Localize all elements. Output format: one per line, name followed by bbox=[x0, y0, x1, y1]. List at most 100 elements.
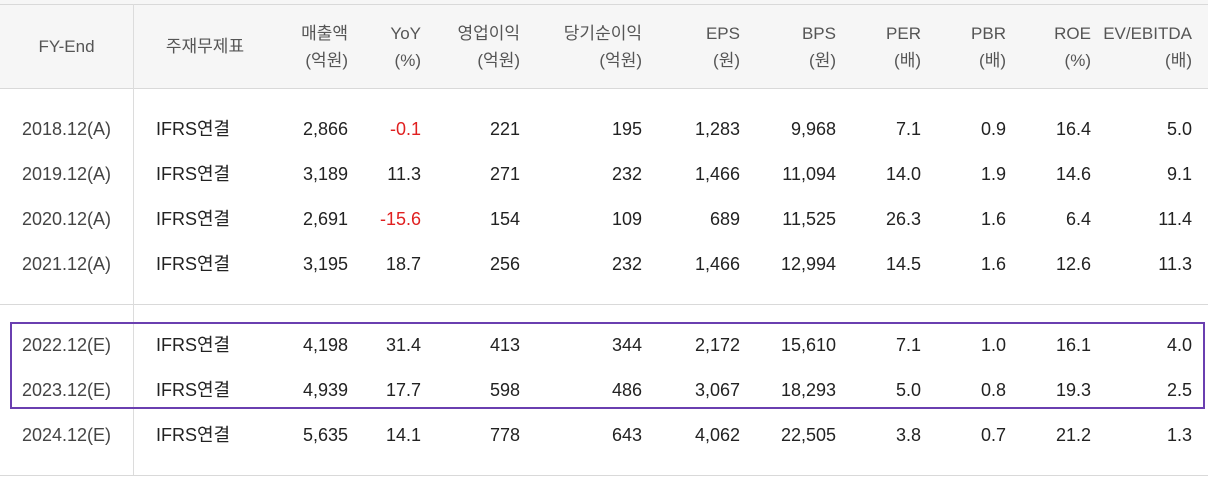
header-col-label: PER bbox=[886, 24, 921, 43]
row-value-9: 4.0 bbox=[1166, 335, 1192, 355]
row-value-8: 14.6 bbox=[1055, 164, 1091, 184]
header-col-unit: (%) bbox=[394, 51, 421, 70]
row-value-9: 9.1 bbox=[1166, 164, 1192, 184]
header-col-unit: (억원) bbox=[599, 51, 642, 70]
row-value-1: 14.1 bbox=[385, 425, 421, 445]
row-value-2: 598 bbox=[489, 380, 520, 400]
header-fy-end: FY-End bbox=[38, 37, 95, 56]
row-value-5: 22,505 bbox=[780, 425, 836, 445]
row-fy-end: 2023.12(E) bbox=[21, 380, 112, 400]
row-value-3: 344 bbox=[611, 335, 642, 355]
row-value-5: 9,968 bbox=[790, 119, 836, 139]
row-value-7: 1.6 bbox=[980, 254, 1006, 274]
row-value-5: 11,094 bbox=[782, 164, 836, 184]
row-fy-end: 2020.12(A) bbox=[21, 209, 112, 229]
header-col-9: EV/EBITDA (배) bbox=[1062, 20, 1192, 74]
row-value-3: 486 bbox=[611, 380, 642, 400]
header-col-6: PER (배) bbox=[791, 20, 921, 74]
row-value-1: -0.1 bbox=[389, 119, 421, 139]
header-col-unit: (원) bbox=[713, 51, 740, 70]
row-value-7: 1.9 bbox=[980, 164, 1006, 184]
row-value-4: 1,466 bbox=[694, 164, 740, 184]
row-value-4: 689 bbox=[709, 209, 740, 229]
row-value-8: 12.6 bbox=[1055, 254, 1091, 274]
row-value-5: 18,293 bbox=[780, 380, 836, 400]
row-value-6: 3.8 bbox=[895, 425, 921, 445]
header-col-2: 영업이익 (억원) bbox=[390, 20, 520, 74]
row-value-4: 1,283 bbox=[694, 119, 740, 139]
row-value-1: 11.3 bbox=[387, 164, 421, 184]
row-value-8: 16.4 bbox=[1055, 119, 1091, 139]
row-value-6: 7.1 bbox=[895, 119, 921, 139]
row-value-2: 221 bbox=[489, 119, 520, 139]
row-value-6: 7.1 bbox=[895, 335, 921, 355]
row-fy-end: 2018.12(A) bbox=[21, 119, 112, 139]
row-report-type: IFRS연결 bbox=[156, 164, 231, 184]
table-row: 2023.12(E) IFRS연결 4,939 17.7 598 486 3,067 18,2… bbox=[0, 368, 1208, 413]
header-col-unit: (배) bbox=[894, 51, 921, 70]
header-col-4: EPS (원) bbox=[610, 20, 740, 74]
row-report-type: IFRS연결 bbox=[156, 380, 231, 400]
row-value-3: 232 bbox=[611, 254, 642, 274]
table-row: 2019.12(A) IFRS연결 3,189 11.3 271 232 1,466 11,0… bbox=[0, 152, 1208, 197]
column-divider bbox=[133, 88, 134, 475]
row-value-9: 11.4 bbox=[1158, 209, 1192, 229]
row-value-7: 1.0 bbox=[980, 335, 1006, 355]
header-col-label: 당기순이익 bbox=[563, 24, 642, 43]
row-value-8: 16.1 bbox=[1055, 335, 1091, 355]
row-value-1: 17.7 bbox=[385, 380, 421, 400]
header-col-label: EPS bbox=[705, 24, 740, 43]
row-value-6: 14.5 bbox=[885, 254, 921, 274]
header-col-label: PBR bbox=[971, 24, 1006, 43]
row-fy-end: 2022.12(E) bbox=[21, 335, 112, 355]
header-col-unit: (%) bbox=[1064, 51, 1091, 70]
row-value-8: 6.4 bbox=[1065, 209, 1091, 229]
row-value-6: 14.0 bbox=[885, 164, 921, 184]
row-value-0: 2,691 bbox=[302, 209, 348, 229]
row-value-7: 0.9 bbox=[980, 119, 1006, 139]
header-col-unit: (억원) bbox=[477, 51, 520, 70]
row-value-8: 19.3 bbox=[1055, 380, 1091, 400]
row-value-0: 3,195 bbox=[302, 254, 348, 274]
row-value-2: 256 bbox=[489, 254, 520, 274]
header-col-label: YoY bbox=[390, 24, 421, 43]
row-value-5: 11,525 bbox=[782, 209, 836, 229]
table-row: 2021.12(A) IFRS연결 3,195 18.7 256 232 1,466 12,9… bbox=[0, 242, 1208, 287]
table-row: 2024.12(E) IFRS연결 5,635 14.1 778 643 4,062 22,5… bbox=[0, 413, 1208, 458]
row-value-0: 4,198 bbox=[302, 335, 348, 355]
table-row: 2020.12(A) IFRS연결 2,691 -15.6 154 109 689 11,52… bbox=[0, 197, 1208, 242]
row-value-4: 1,466 bbox=[694, 254, 740, 274]
row-value-9: 2.5 bbox=[1166, 380, 1192, 400]
row-report-type: IFRS연결 bbox=[156, 119, 231, 139]
row-value-7: 0.8 bbox=[980, 380, 1006, 400]
row-fy-end: 2024.12(E) bbox=[21, 425, 112, 445]
row-report-type: IFRS연결 bbox=[156, 335, 231, 355]
header-col-8: ROE (%) bbox=[961, 20, 1091, 74]
row-value-3: 109 bbox=[611, 209, 642, 229]
header-divider bbox=[0, 88, 1208, 89]
row-value-8: 21.2 bbox=[1055, 425, 1091, 445]
table-row: 2018.12(A) IFRS연결 2,866 -0.1 221 195 1,283 9,96… bbox=[0, 107, 1208, 152]
header-col-3: 당기순이익 (억원) bbox=[512, 20, 642, 74]
row-value-6: 5.0 bbox=[895, 380, 921, 400]
row-value-4: 4,062 bbox=[694, 425, 740, 445]
row-value-0: 5,635 bbox=[302, 425, 348, 445]
header-col-unit: (배) bbox=[1165, 51, 1192, 70]
row-value-5: 12,994 bbox=[780, 254, 836, 274]
row-fy-end: 2019.12(A) bbox=[21, 164, 112, 184]
row-value-0: 4,939 bbox=[302, 380, 348, 400]
row-value-3: 195 bbox=[611, 119, 642, 139]
header-col-label: EV/EBITDA bbox=[1103, 24, 1192, 43]
row-report-type: IFRS연결 bbox=[156, 425, 231, 445]
header-report-type: 주재무제표 bbox=[165, 37, 245, 56]
row-value-0: 3,189 bbox=[302, 164, 348, 184]
header-col-unit: (배) bbox=[979, 51, 1006, 70]
row-value-4: 3,067 bbox=[694, 380, 740, 400]
row-value-2: 778 bbox=[489, 425, 520, 445]
row-value-9: 1.3 bbox=[1166, 425, 1192, 445]
header-col-1: YoY (%) bbox=[291, 20, 421, 74]
row-value-2: 413 bbox=[489, 335, 520, 355]
row-value-3: 643 bbox=[611, 425, 642, 445]
row-value-9: 5.0 bbox=[1166, 119, 1192, 139]
row-value-0: 2,866 bbox=[302, 119, 348, 139]
